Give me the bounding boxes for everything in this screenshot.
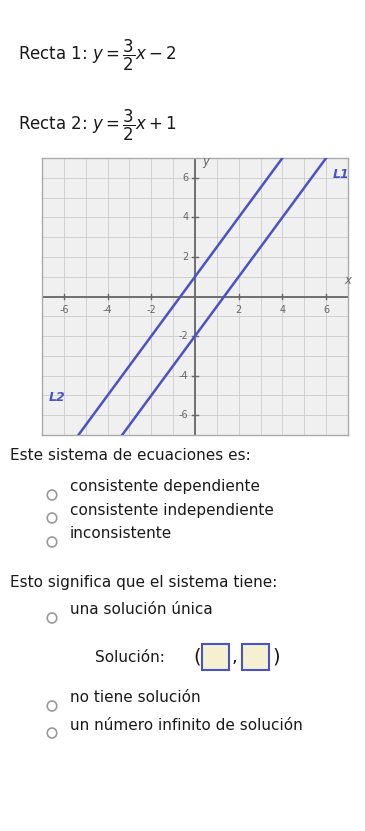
Text: 4: 4 — [279, 306, 285, 316]
Text: no tiene solución: no tiene solución — [70, 691, 201, 706]
Text: 2: 2 — [182, 252, 188, 262]
Text: una solución única: una solución única — [70, 602, 213, 617]
Text: -6: -6 — [179, 411, 188, 420]
Text: (: ( — [193, 647, 200, 666]
Text: Esto significa que el sistema tiene:: Esto significa que el sistema tiene: — [10, 575, 277, 590]
Text: ,: , — [232, 648, 238, 666]
Text: Recta 1: $y = \dfrac{3}{2}x - 2$: Recta 1: $y = \dfrac{3}{2}x - 2$ — [18, 37, 177, 72]
Text: -4: -4 — [103, 306, 112, 316]
Text: Recta 2: $y = \dfrac{3}{2}x + 1$: Recta 2: $y = \dfrac{3}{2}x + 1$ — [18, 108, 177, 143]
Text: -2: -2 — [179, 331, 188, 341]
Text: ): ) — [272, 647, 280, 666]
Text: Este sistema de ecuaciones es:: Este sistema de ecuaciones es: — [10, 448, 251, 463]
Text: 6: 6 — [323, 306, 329, 316]
Text: Solución:: Solución: — [95, 650, 165, 665]
Text: 4: 4 — [182, 213, 188, 223]
Text: 6: 6 — [182, 173, 188, 183]
Text: un número infinito de solución: un número infinito de solución — [70, 717, 303, 732]
Text: inconsistente: inconsistente — [70, 527, 172, 542]
Text: consistente independiente: consistente independiente — [70, 503, 274, 518]
Text: consistente dependiente: consistente dependiente — [70, 479, 260, 494]
Text: x: x — [345, 273, 351, 287]
Text: -2: -2 — [146, 306, 156, 316]
Text: -6: -6 — [59, 306, 69, 316]
Text: L1: L1 — [333, 168, 349, 181]
Text: 2: 2 — [235, 306, 242, 316]
Text: L2: L2 — [49, 391, 65, 405]
Text: y: y — [203, 155, 210, 169]
Text: -4: -4 — [179, 371, 188, 381]
